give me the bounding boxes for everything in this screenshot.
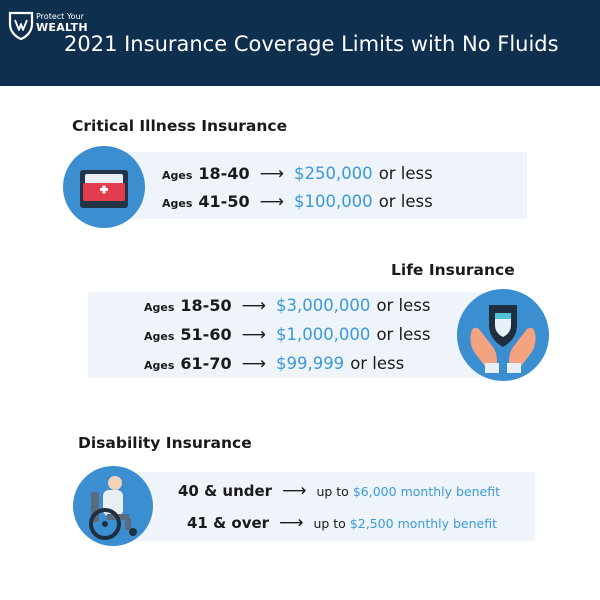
page-title: 2021 Insurance Coverage Limits with No F…: [64, 32, 559, 56]
ages-label: Ages: [162, 169, 193, 182]
ages-label: Ages: [144, 330, 175, 343]
disability-icon-circle: [73, 466, 153, 546]
logo-text-line2: WEALTH: [36, 21, 88, 34]
disability-row: 40 & under ⟶ up to $6,000 monthly benefi…: [178, 481, 500, 501]
life-insurance-row: Ages 18-50 ⟶ $3,000,000 or less: [144, 296, 431, 316]
coverage-amount: $250,000: [293, 164, 373, 183]
life-insurance-icon-circle: [457, 289, 549, 381]
disability-insurance-band: [128, 472, 535, 541]
ages-label: Ages: [162, 197, 193, 210]
arrow-right-icon: ⟶: [241, 296, 266, 316]
disability-insurance-title: Disability Insurance: [78, 434, 252, 452]
coverage-amount: $3,000,000: [275, 296, 371, 315]
life-insurance-row: Ages 51-60 ⟶ $1,000,000 or less: [144, 325, 431, 345]
critical-illness-icon-circle: [63, 146, 145, 228]
coverage-suffix: or less: [350, 354, 405, 373]
arrow-right-icon: ⟶: [241, 325, 266, 345]
wheelchair-icon: [89, 476, 137, 540]
hospital-bed-icon: [80, 170, 128, 208]
benefit-amount: $2,500: [349, 516, 394, 531]
disability-row: 41 & over ⟶ up to $2,500 monthly benefit: [187, 513, 497, 533]
age-group-label: 41 & over: [187, 514, 270, 532]
critical-illness-band: [116, 152, 527, 219]
coverage-amount: $99,999: [275, 354, 345, 373]
coverage-amount: $100,000: [293, 192, 373, 211]
benefit-prefix: up to: [313, 516, 346, 531]
benefit-amount: $6,000: [352, 484, 397, 499]
coverage-amount: $1,000,000: [275, 325, 371, 344]
coverage-suffix: or less: [376, 325, 431, 344]
age-group-label: 40 & under: [178, 482, 273, 500]
arrow-right-icon: ⟶: [259, 192, 284, 212]
header-banner: Protect Your WEALTH 2021 Insurance Cover…: [0, 0, 600, 86]
benefit-suffix: monthly benefit: [400, 484, 501, 499]
hands-shield-icon: [470, 305, 536, 373]
coverage-suffix: or less: [378, 164, 433, 183]
coverage-suffix: or less: [376, 296, 431, 315]
ages-label: Ages: [144, 359, 175, 372]
age-range: 51-60: [180, 325, 232, 344]
benefit-prefix: up to: [316, 484, 349, 499]
shield-logo-icon: [8, 11, 34, 41]
age-range: 61-70: [180, 354, 232, 373]
benefit-suffix: monthly benefit: [397, 516, 498, 531]
arrow-right-icon: ⟶: [259, 164, 284, 184]
logo-text-line1: Protect Your: [36, 12, 84, 21]
ages-label: Ages: [144, 301, 175, 314]
critical-illness-title: Critical Illness Insurance: [72, 117, 288, 135]
critical-illness-row: Ages 18-40 ⟶ $250,000 or less: [162, 164, 433, 184]
arrow-right-icon: ⟶: [282, 481, 307, 501]
coverage-suffix: or less: [378, 192, 433, 211]
life-insurance-band: [88, 292, 493, 378]
critical-illness-row: Ages 41-50 ⟶ $100,000 or less: [162, 192, 433, 212]
arrow-right-icon: ⟶: [279, 513, 304, 533]
age-range: 41-50: [198, 192, 250, 211]
life-insurance-row: Ages 61-70 ⟶ $99,999 or less: [144, 354, 404, 374]
arrow-right-icon: ⟶: [241, 354, 266, 374]
age-range: 18-50: [180, 296, 232, 315]
life-insurance-title: Life Insurance: [391, 261, 515, 279]
age-range: 18-40: [198, 164, 250, 183]
